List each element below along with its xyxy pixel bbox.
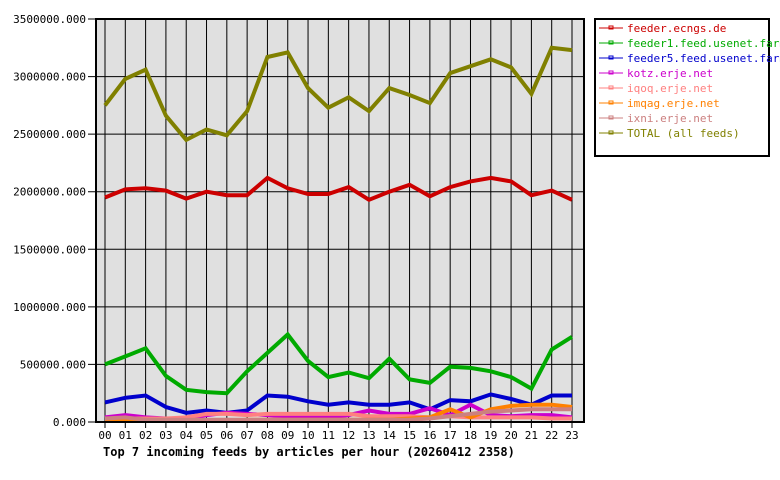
x-tick-label: 16 (423, 429, 436, 442)
y-tick-label: 500000.000 (20, 358, 86, 371)
grid-lines (88, 18, 584, 428)
y-tick-label: 0.000 (53, 416, 86, 429)
x-tick-label: 11 (322, 429, 335, 442)
data-series (103, 45, 574, 423)
plot-area (96, 19, 584, 422)
y-tick-label: 1500000.000 (13, 243, 86, 256)
x-tick-label: 21 (525, 429, 538, 442)
series-line (104, 331, 574, 396)
x-tick-label: 03 (159, 429, 172, 442)
x-tick-label: 01 (119, 429, 132, 442)
x-tick-label: 09 (281, 429, 294, 442)
legend-label: TOTAL (all feeds) (627, 127, 740, 140)
x-tick-label: 13 (362, 429, 375, 442)
y-tick-label: 2500000.000 (13, 128, 86, 141)
x-tick-label: 17 (444, 429, 457, 442)
legend-item: feeder.ecngs.de (599, 22, 726, 35)
x-tick-label: 14 (383, 429, 397, 442)
y-tick-label: 3500000.000 (13, 13, 86, 26)
series-line (104, 175, 573, 203)
x-tick-label: 19 (484, 429, 497, 442)
legend-marker-icon (608, 40, 614, 45)
legend-marker-icon (608, 130, 614, 135)
legend-marker-icon (608, 115, 614, 120)
series-line (104, 392, 572, 415)
x-tick-label: 10 (301, 429, 314, 442)
legend-item: feeder5.feed.usenet.farm (599, 52, 780, 65)
y-tick-label: 1000000.000 (13, 301, 86, 314)
x-tick-label: 23 (565, 429, 578, 442)
legend-label: imqag.erje.net (627, 97, 720, 110)
y-axis: 0.000 500000.000 1000000.000 1500000.000 200… (13, 13, 86, 429)
legend-label: iqoq.erje.net (627, 82, 713, 95)
legend-item: kotz.erje.net (599, 67, 713, 80)
legend-label: kotz.erje.net (627, 67, 713, 80)
series-line (105, 411, 572, 421)
y-tick-label: 3000000.000 (13, 71, 86, 84)
y-tick-label: 2000000.000 (13, 186, 86, 199)
x-tick-label: 05 (200, 429, 213, 442)
legend-marker-icon (608, 25, 614, 30)
x-tick-label: 18 (464, 429, 477, 442)
x-tick-label: 15 (403, 429, 416, 442)
x-tick-label: 04 (180, 429, 194, 442)
legend-item: feeder1.feed.usenet.farm (599, 37, 780, 50)
x-tick-label: 22 (545, 429, 558, 442)
legend-label: feeder5.feed.usenet.farm (627, 52, 780, 65)
legend-marker-icon (608, 55, 614, 60)
x-tick-label: 07 (241, 429, 254, 442)
x-tick-label: 12 (342, 429, 355, 442)
legend-item: imqag.erje.net (599, 97, 720, 110)
x-tick-label: 02 (139, 429, 152, 442)
legend: feeder.ecngs.de feeder1.feed.usenet.farm f… (594, 18, 780, 157)
x-tick-label: 20 (504, 429, 517, 442)
x-tick-label: 00 (98, 429, 111, 442)
legend-item: iqoq.erje.net (599, 82, 713, 95)
legend-label: feeder.ecngs.de (627, 22, 726, 35)
x-tick-label: 06 (220, 429, 233, 442)
x-axis: 00 01 02 03 04 05 06 07 08 09 10 11 12 13 14 15 16 17 18 19… (98, 429, 578, 442)
legend-marker-icon (608, 70, 614, 75)
legend-marker-icon (608, 85, 614, 90)
series-line (103, 45, 573, 143)
chart-title: Top 7 incoming feeds by articles per hou… (103, 445, 515, 459)
legend-label: ixni.erje.net (627, 112, 713, 125)
series-line (104, 407, 572, 422)
legend-item: ixni.erje.net (599, 112, 713, 125)
x-tick-label: 08 (261, 429, 274, 442)
legend-label: feeder1.feed.usenet.farm (627, 37, 780, 50)
legend-marker-icon (608, 100, 614, 105)
legend-item: TOTAL (all feeds) (599, 127, 740, 140)
plot-border (95, 18, 585, 423)
